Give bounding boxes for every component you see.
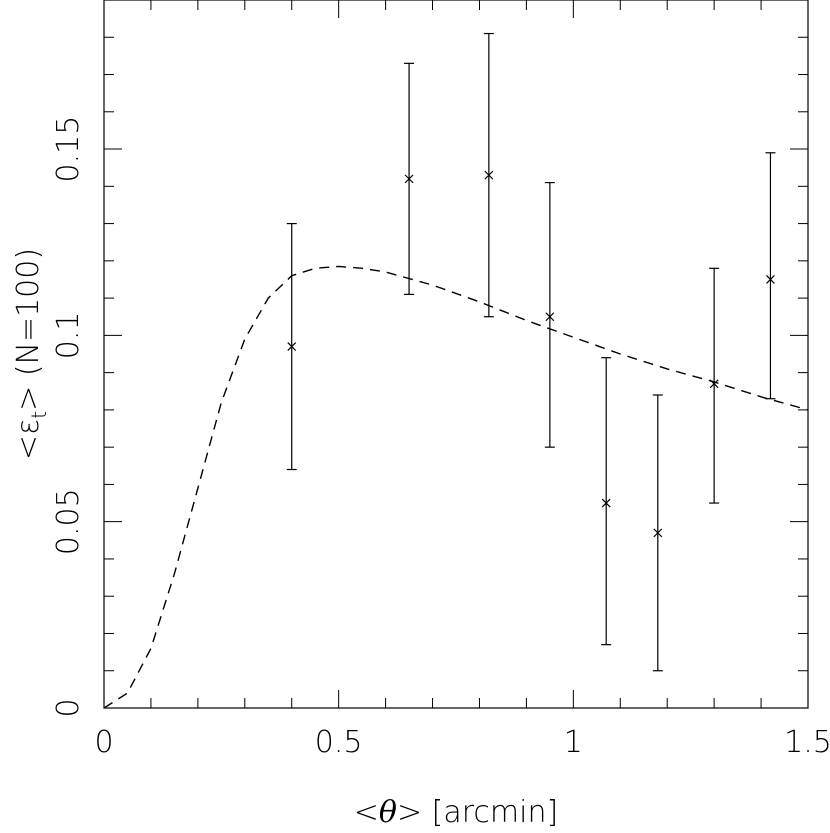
point-marker — [709, 379, 719, 389]
x-axis-label-pre: < — [354, 795, 379, 830]
data-points — [286, 32, 776, 672]
y-axis-label: <εt> (N=100) — [11, 248, 51, 460]
data-point — [765, 152, 776, 400]
point-marker — [287, 342, 297, 351]
y-tick-label: 0.15 — [51, 116, 86, 183]
x-tick-labels: 0 0.5 1 1.5 — [94, 725, 830, 760]
x-axis-label-theta: θ — [379, 795, 397, 830]
point-marker — [545, 312, 555, 322]
point-marker — [484, 170, 494, 180]
y-axis-label-sub: t — [27, 411, 51, 419]
model-curve — [103, 265, 809, 709]
y-axis-label-post: > (N=100) — [11, 248, 46, 411]
x-tick-label: 0.5 — [315, 725, 363, 760]
point-marker — [653, 528, 663, 538]
data-point — [601, 357, 612, 646]
point-marker — [404, 174, 414, 184]
data-point — [286, 222, 297, 471]
x-tick-label: 0 — [94, 725, 113, 760]
x-axis-label: <θ> [arcmin] — [354, 795, 558, 830]
plot-frame — [103, 0, 809, 709]
x-tick-label: 1.5 — [784, 725, 830, 760]
data-point — [544, 181, 555, 448]
y-axis-label-pre: <ε — [11, 419, 46, 460]
y-tick-label: 0 — [51, 698, 86, 717]
y-tick-labels: 0 0.05 0.1 0.15 — [51, 116, 86, 718]
point-marker — [766, 275, 775, 284]
model-curve-line — [103, 265, 809, 709]
point-marker — [601, 498, 611, 508]
data-point — [404, 62, 415, 295]
x-axis-label-post: > [arcmin] — [397, 795, 558, 830]
data-point — [709, 267, 720, 504]
data-point — [652, 394, 663, 672]
y-tick-label: 0.1 — [51, 312, 86, 360]
major-ticks — [103, 0, 809, 709]
y-tick-label: 0.05 — [51, 488, 86, 555]
minor-ticks — [104, 0, 808, 708]
data-point — [483, 32, 494, 318]
x-tick-label: 1 — [564, 725, 583, 760]
